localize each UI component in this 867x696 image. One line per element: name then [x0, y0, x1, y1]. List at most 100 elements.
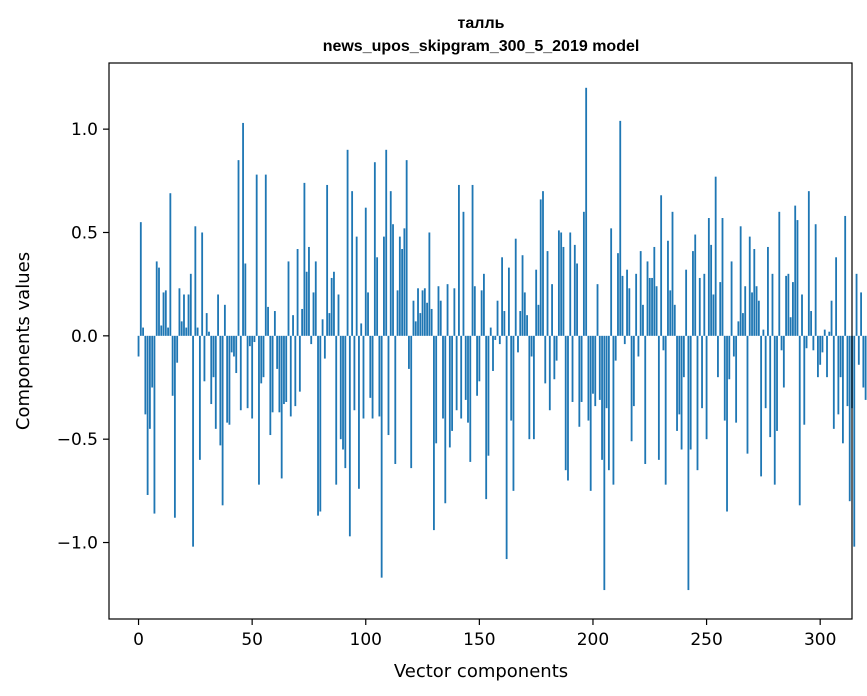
bar-component-34: [214, 335, 217, 429]
bar-component-197: [585, 87, 588, 336]
bar-component-319: [862, 335, 865, 388]
bar-component-87: [335, 335, 338, 485]
x-tick-label: 200: [577, 630, 609, 650]
bar-component-17: [176, 335, 179, 363]
bar-component-186: [560, 232, 563, 336]
bar-component-7: [153, 335, 156, 514]
bar-component-126: [423, 288, 426, 336]
bar-component-167: [517, 335, 519, 353]
bar-component-258: [723, 335, 726, 421]
bar-component-241: [685, 269, 688, 336]
bar-component-248: [701, 335, 703, 409]
bar-component-294: [805, 335, 808, 349]
bar-component-49: [248, 335, 251, 347]
bar-component-150: [478, 335, 481, 382]
bar-component-54: [260, 335, 263, 384]
bar-component-125: [421, 290, 424, 336]
bar-component-29: [203, 335, 206, 382]
bar-component-40: [228, 335, 231, 425]
bar-component-18: [178, 288, 181, 336]
bar-component-272: [755, 286, 758, 336]
bar-component-52: [255, 174, 258, 336]
bar-component-136: [446, 284, 449, 336]
bar-component-260: [728, 335, 731, 380]
bar-component-188: [564, 335, 567, 471]
bar-component-230: [660, 195, 663, 336]
bar-component-135: [444, 335, 447, 504]
bar-component-311: [844, 215, 847, 336]
bar-component-263: [735, 335, 738, 423]
bar-component-287: [789, 317, 792, 336]
bar-component-47: [244, 263, 247, 336]
bar-component-261: [730, 261, 733, 336]
bar-component-268: [746, 335, 749, 454]
bar-component-11: [162, 292, 165, 336]
bar-component-185: [557, 230, 560, 336]
bar-component-239: [680, 335, 683, 450]
bar-component-305: [830, 300, 833, 336]
bar-component-5: [148, 335, 151, 429]
bar-component-288: [792, 282, 794, 336]
bar-component-257: [721, 218, 724, 336]
bar-component-160: [501, 257, 503, 336]
bar-component-309: [839, 335, 842, 378]
bar-component-89: [339, 335, 342, 440]
bar-component-181: [548, 335, 551, 411]
bar-component-187: [562, 246, 565, 336]
bar-component-219: [635, 273, 638, 336]
bar-component-266: [742, 313, 744, 336]
bar-component-73: [303, 182, 306, 336]
bar-component-222: [642, 304, 644, 336]
bar-component-50: [251, 335, 254, 419]
bar-component-199: [589, 335, 592, 491]
bar-component-286: [787, 273, 790, 336]
bar-component-138: [451, 335, 454, 431]
bar-component-226: [651, 277, 653, 336]
bar-component-206: [605, 335, 608, 409]
bar-component-124: [419, 313, 422, 336]
bar-component-118: [405, 160, 408, 336]
bar-component-224: [646, 261, 649, 336]
bar-component-179: [544, 335, 547, 384]
bar-component-168: [519, 311, 522, 336]
bar-component-289: [794, 205, 797, 336]
bar-component-41: [230, 335, 233, 353]
bar-component-88: [337, 294, 340, 336]
bar-component-155: [489, 327, 492, 336]
bar-component-282: [778, 211, 781, 336]
bar-component-201: [594, 335, 597, 407]
bar-component-98: [360, 323, 363, 336]
bar-component-176: [537, 304, 540, 336]
bar-component-4: [146, 335, 149, 495]
bar-component-26: [196, 327, 199, 336]
bar-component-236: [673, 304, 676, 336]
x-tick-label: 100: [350, 630, 382, 650]
bar-component-128: [428, 232, 431, 336]
bar-component-64: [283, 335, 285, 405]
bar-component-83: [326, 184, 329, 336]
bar-component-14: [169, 193, 172, 336]
bar-component-234: [669, 290, 672, 336]
bars-group: [137, 87, 867, 591]
bar-component-171: [526, 315, 528, 336]
bar-component-152: [483, 273, 485, 336]
bar-component-291: [798, 335, 801, 506]
y-tick-label: 0.5: [71, 223, 98, 243]
bar-component-233: [667, 240, 669, 336]
bar-component-132: [437, 286, 440, 336]
bar-component-156: [492, 335, 494, 371]
bar-component-59: [271, 335, 274, 413]
bar-component-42: [233, 335, 235, 357]
bar-component-303: [826, 335, 828, 378]
bar-component-290: [796, 220, 799, 336]
bar-component-33: [212, 335, 215, 378]
bar-component-190: [569, 232, 572, 336]
bar-component-151: [480, 290, 483, 336]
y-tick-label: −1.0: [57, 534, 98, 554]
bar-component-0: [137, 335, 140, 357]
bar-component-183: [553, 335, 556, 380]
bar-component-24: [192, 335, 194, 547]
bar-component-192: [573, 244, 576, 336]
y-axis-label: Components values: [13, 252, 34, 430]
bar-component-173: [530, 335, 533, 357]
